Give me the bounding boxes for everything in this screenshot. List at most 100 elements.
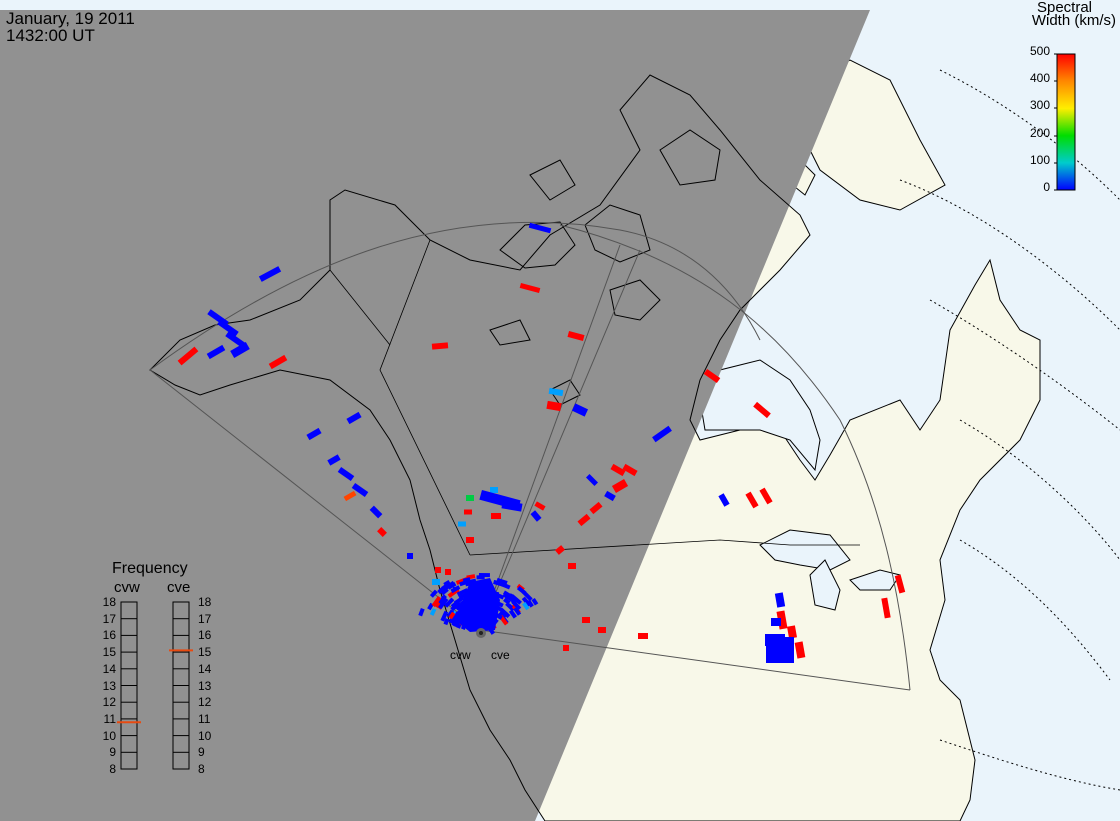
echo-cell <box>407 553 413 559</box>
echo-cell <box>369 505 383 519</box>
echo-cell <box>589 501 603 515</box>
echo-cell <box>351 482 369 498</box>
echo-cell <box>511 599 522 611</box>
frequency-tick-label-cvw: 15 <box>102 645 116 660</box>
echo-cell <box>230 342 250 358</box>
legend-title-line1: Spectral <box>1036 0 1092 16</box>
colorbar-tick-label: 200 <box>1029 126 1050 140</box>
echo-cell <box>462 577 471 583</box>
echo-cell <box>435 567 441 573</box>
echo-cell <box>765 634 785 646</box>
echo-cell <box>528 222 552 234</box>
plot-time: 1432:00 UT <box>6 26 95 45</box>
echo-cell <box>446 609 455 618</box>
echo-cell <box>774 592 786 608</box>
echo-cell <box>431 595 442 608</box>
echo-cell <box>476 575 485 580</box>
echo-cell <box>610 463 626 477</box>
frequency-tick-label-cve: 12 <box>198 695 212 710</box>
echo-cell <box>585 473 599 487</box>
echo-cell <box>443 580 456 591</box>
frequency-panel <box>117 601 193 770</box>
echo-cell <box>703 368 721 384</box>
echo-cell <box>638 633 648 639</box>
echo-cell <box>444 597 455 608</box>
echo-cell <box>519 282 541 294</box>
echo-cell <box>450 585 461 594</box>
echo-cell <box>450 600 459 609</box>
frequency-tick-label-cvw: 16 <box>102 628 116 643</box>
echo-cell <box>377 527 387 537</box>
frequency-tick-label-cvw: 9 <box>109 745 116 760</box>
echo-cell <box>268 354 288 370</box>
echo-cell <box>438 597 449 610</box>
latitude-circles <box>899 69 1120 791</box>
frequency-tick-label-cve: 8 <box>198 762 205 776</box>
frequency-tick-label-cve: 10 <box>198 728 212 743</box>
frequency-tick-label-cvw: 11 <box>103 711 116 726</box>
site-label-cve: cve <box>491 648 510 662</box>
echo-cell <box>513 606 522 616</box>
echo-cell <box>516 586 527 595</box>
echo-cell <box>563 645 569 651</box>
echo-cell <box>604 490 616 502</box>
echo-cell <box>346 411 362 425</box>
echo-cell <box>568 563 576 569</box>
site-label-cvw: cvw <box>450 648 471 662</box>
echo-cell <box>443 618 450 626</box>
frequency-tick-label-cvw: 10 <box>102 728 116 743</box>
frequency-tick-label-cve: 15 <box>198 645 212 660</box>
echo-cell <box>508 609 517 619</box>
echo-cell <box>443 579 451 587</box>
echo-cell <box>217 319 239 337</box>
echo-cell <box>458 521 466 527</box>
echo-cell <box>429 589 438 598</box>
legend-title-line2: Width (km/s) <box>1031 12 1116 29</box>
colorbar-tick-label: 400 <box>1029 71 1050 85</box>
echo-cell <box>466 495 474 501</box>
frequency-tick-label-cve: 16 <box>198 628 212 643</box>
echo-cell <box>206 344 226 360</box>
echo-cluster <box>455 578 500 632</box>
echo-cell <box>432 579 440 585</box>
echo-cell <box>258 266 282 282</box>
echo-cell <box>225 331 247 349</box>
echo-cell <box>448 611 456 620</box>
echo-cell <box>429 608 437 616</box>
echo-cell <box>437 594 447 605</box>
echo-cell <box>530 510 542 522</box>
echo-cell <box>534 501 546 511</box>
echo-cell <box>499 581 511 590</box>
echo-cell <box>509 593 520 603</box>
frequency-tick-label-cvw: 14 <box>102 661 116 676</box>
frequency-tick-label-cvw: 12 <box>102 695 116 710</box>
echo-cell <box>490 487 498 493</box>
colorbar-tick-label: 500 <box>1029 44 1050 58</box>
echo-cell <box>771 618 781 626</box>
echo-cell <box>501 500 523 512</box>
echo-cell <box>343 490 357 502</box>
echo-cell <box>496 577 508 585</box>
frequency-tick-label-cve: 18 <box>198 595 212 609</box>
echo-cell <box>177 346 199 366</box>
echo-cell <box>445 569 451 575</box>
echo-cell <box>546 400 562 412</box>
frequency-tick-label-cvw: 13 <box>102 678 116 693</box>
echo-cell <box>794 641 806 659</box>
radar-fov-outlines <box>149 221 911 691</box>
echo-cell <box>555 545 565 555</box>
echo-cell <box>502 590 511 598</box>
frequency-tick-label-cve: 11 <box>198 711 211 726</box>
frequency-radar-cve: cve <box>167 579 191 596</box>
echo-cell <box>526 599 534 608</box>
echo-cell <box>571 403 589 417</box>
echo-cell <box>622 463 638 477</box>
colorbar-ticks <box>1054 53 1057 191</box>
radar-echoes <box>177 222 906 663</box>
echo-cell <box>759 487 773 505</box>
echo-cell <box>548 387 564 397</box>
frequency-radar-cvw: cvw <box>114 579 140 596</box>
echo-cell <box>522 601 530 611</box>
